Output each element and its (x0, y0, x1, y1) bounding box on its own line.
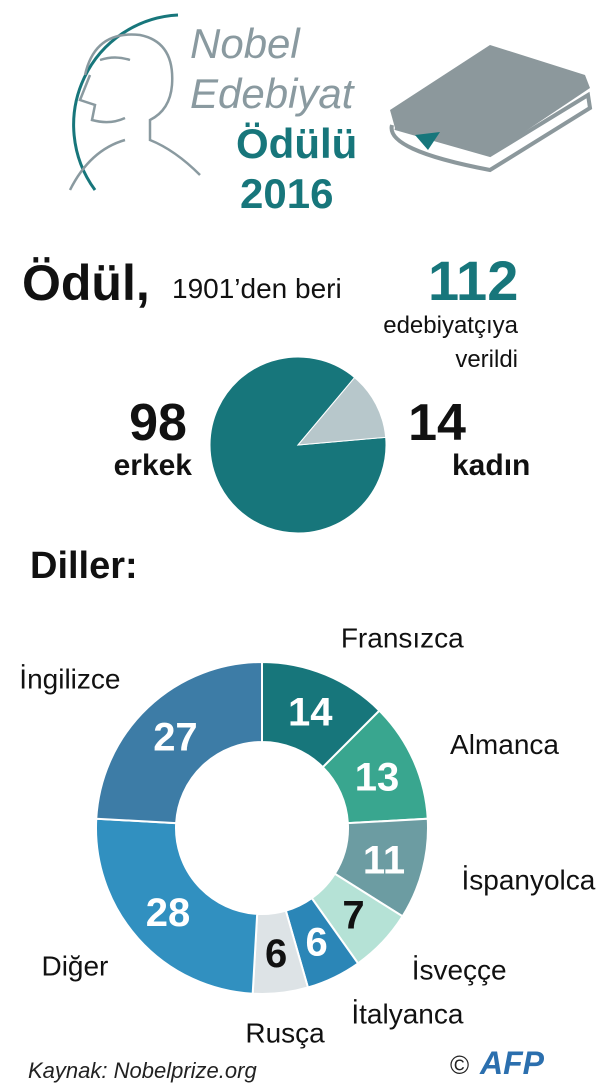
value-label: 6 (265, 932, 287, 976)
source: Kaynak: Nobelprize.org (28, 1058, 257, 1083)
chart-title: Diller: (30, 545, 138, 587)
donut-slice (95, 660, 263, 825)
legend-label: kadın (452, 449, 530, 482)
category-label: Almanca (450, 729, 559, 760)
header-arc (72, 13, 179, 191)
value-label: 7 (342, 894, 364, 938)
header-line: Edebiyat (190, 70, 356, 117)
value-label: 11 (363, 838, 405, 882)
total-caption: verildi (455, 346, 518, 373)
total-caption: edebiyatçıya (383, 312, 518, 339)
credit: © (450, 1050, 469, 1080)
category-label: Fransızca (341, 623, 464, 654)
donut-slice (95, 817, 259, 995)
value-label: 13 (355, 756, 400, 800)
value-label: 27 (153, 715, 198, 759)
category-label: Rusça (245, 1018, 325, 1049)
header-line: 2016 (240, 170, 333, 217)
value-label: 14 (288, 691, 333, 735)
header-line: Nobel (190, 20, 301, 67)
value-label: 98 (129, 394, 187, 452)
total-value: 112 (428, 249, 518, 312)
category-label: İspanyolca (461, 864, 595, 895)
value-label: 6 (306, 921, 328, 965)
pie-slice (209, 356, 387, 534)
chart-subtitle: 1901’den beri (172, 273, 342, 304)
category-label: İngilizce (19, 663, 120, 694)
header-line: Ödülü (236, 120, 357, 167)
value-label: 28 (146, 891, 191, 935)
category-label: İtalyanca (351, 999, 463, 1030)
chart-title: Ödül, (22, 255, 150, 311)
logo: AFP (479, 1045, 545, 1081)
legend-label: erkek (114, 449, 193, 482)
category-label: İsveççe (412, 955, 507, 986)
value-label: 14 (408, 394, 466, 452)
pie-slice (296, 376, 387, 446)
book-icon (389, 45, 593, 173)
portrait (68, 33, 201, 191)
category-label: Diğer (41, 950, 108, 981)
